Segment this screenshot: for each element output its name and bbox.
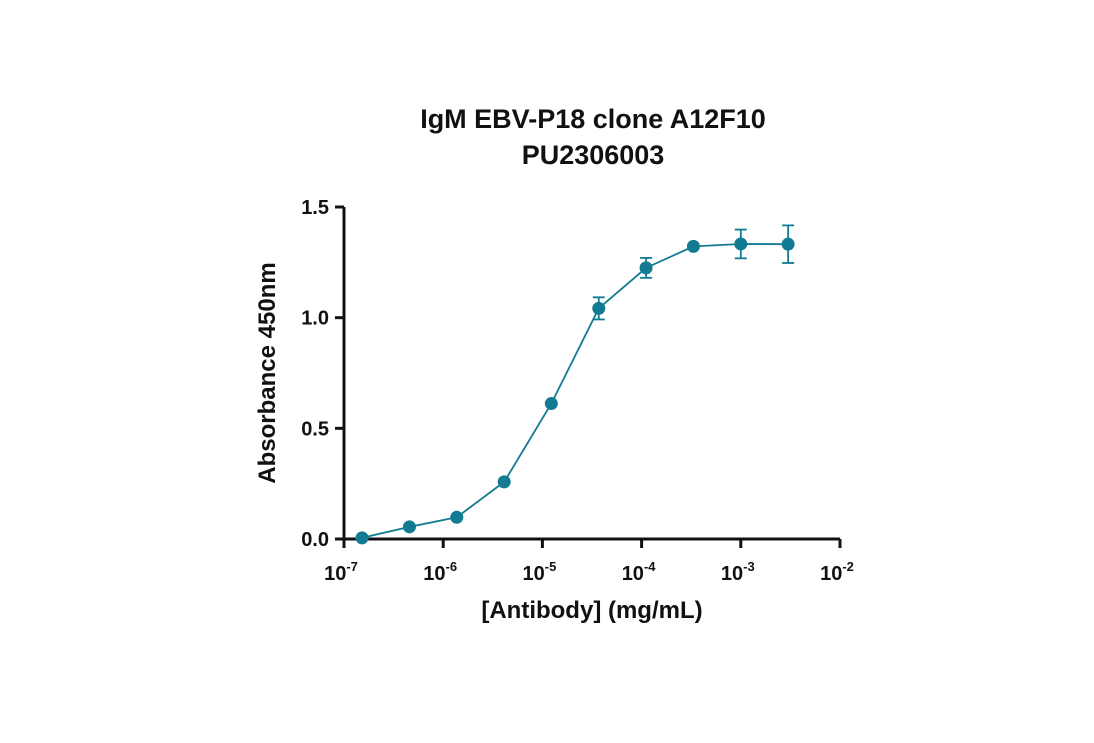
x-axis-label: [Antibody] (mg/mL) [481,597,702,624]
x-tick-base: 10 [423,563,445,585]
x-tick-exponent: -6 [446,559,458,574]
x-tick-base: 10 [820,563,842,585]
series-group [355,224,795,545]
y-axis-ticks: 0.0 0.5 1.0 1.5 [301,197,344,551]
x-tick-label: 10-4 [622,559,657,585]
x-tick-base: 10 [622,563,644,585]
x-tick-exponent: -2 [842,559,854,574]
data-point [639,261,653,275]
x-tick-label: 10-7 [324,559,358,585]
data-point [686,239,700,253]
x-tick-exponent: -3 [743,559,755,574]
x-tick-label: 10-6 [423,559,457,585]
data-point [592,301,606,315]
y-tick-label: 1.0 [301,308,329,330]
data-point [544,397,558,411]
data-point [781,237,795,251]
x-tick-exponent: -4 [644,559,656,574]
x-tick-base: 10 [721,563,743,585]
chart-title-line-1: IgM EBV-P18 clone A12F10 [420,104,766,134]
data-point [355,531,369,545]
chart-title-line-2: PU2306003 [522,140,665,170]
data-point [402,520,416,534]
y-tick-label: 0.0 [301,529,329,551]
x-tick-exponent: -7 [346,559,358,574]
y-tick-label: 0.5 [301,418,329,440]
data-point [734,237,748,251]
x-tick-label: 10-5 [522,559,556,585]
x-tick-base: 10 [324,563,346,585]
x-axis-ticks: 10-7 10-6 10-5 10-4 10-3 10-2 [324,539,854,585]
y-axis-label: Absorbance 450nm [254,262,281,483]
x-tick-base: 10 [522,563,544,585]
x-tick-label: 10-2 [820,559,854,585]
series-line [361,243,789,539]
x-tick-exponent: -5 [545,559,557,574]
data-point [450,510,464,524]
y-tick-label: 1.5 [301,197,329,219]
data-point [497,475,511,489]
x-tick-label: 10-3 [721,559,755,585]
